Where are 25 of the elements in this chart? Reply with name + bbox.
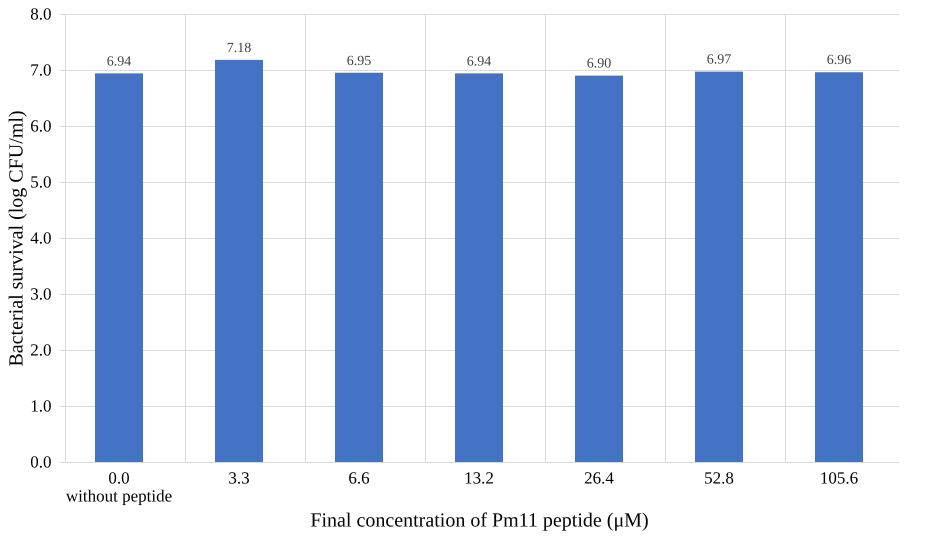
y-tick-label: 7.0 bbox=[30, 60, 52, 80]
data-label: 6.94 bbox=[106, 54, 132, 70]
data-label: 7.18 bbox=[226, 40, 252, 56]
data-label: 6.95 bbox=[346, 54, 372, 69]
data-label: 6.94 bbox=[466, 54, 492, 70]
data-label: 6.90 bbox=[586, 56, 612, 72]
data-label: 6.96 bbox=[826, 53, 852, 68]
x-tick-label: 0.0 without peptide bbox=[66, 468, 172, 506]
x-tick-label: 52.8 bbox=[704, 468, 734, 488]
data-label: 6.97 bbox=[706, 52, 732, 68]
y-tick-label: 1.0 bbox=[30, 396, 52, 416]
x-tick-label: 105.6 bbox=[820, 468, 858, 488]
x-tick-label: 13.2 bbox=[464, 468, 494, 488]
y-tick-label: 4.0 bbox=[30, 228, 52, 248]
y-tick-label: 0.0 bbox=[30, 452, 52, 472]
y-tick-label: 6.0 bbox=[30, 116, 52, 136]
y-tick-label: 8.0 bbox=[30, 4, 52, 24]
x-tick-label: 6.6 bbox=[348, 468, 370, 488]
y-tick-label: 2.0 bbox=[30, 340, 52, 360]
y-axis-title: Bacterial survival (log CFU/ml) bbox=[5, 110, 28, 367]
y-tick-label: 5.0 bbox=[30, 172, 52, 192]
y-tick-label: 3.0 bbox=[30, 284, 52, 304]
x-axis-title: Final concentration of Pm11 peptide (μM) bbox=[310, 510, 649, 532]
x-tick-label: 3.3 bbox=[228, 468, 250, 488]
x-tick-label: 26.4 bbox=[584, 468, 614, 488]
